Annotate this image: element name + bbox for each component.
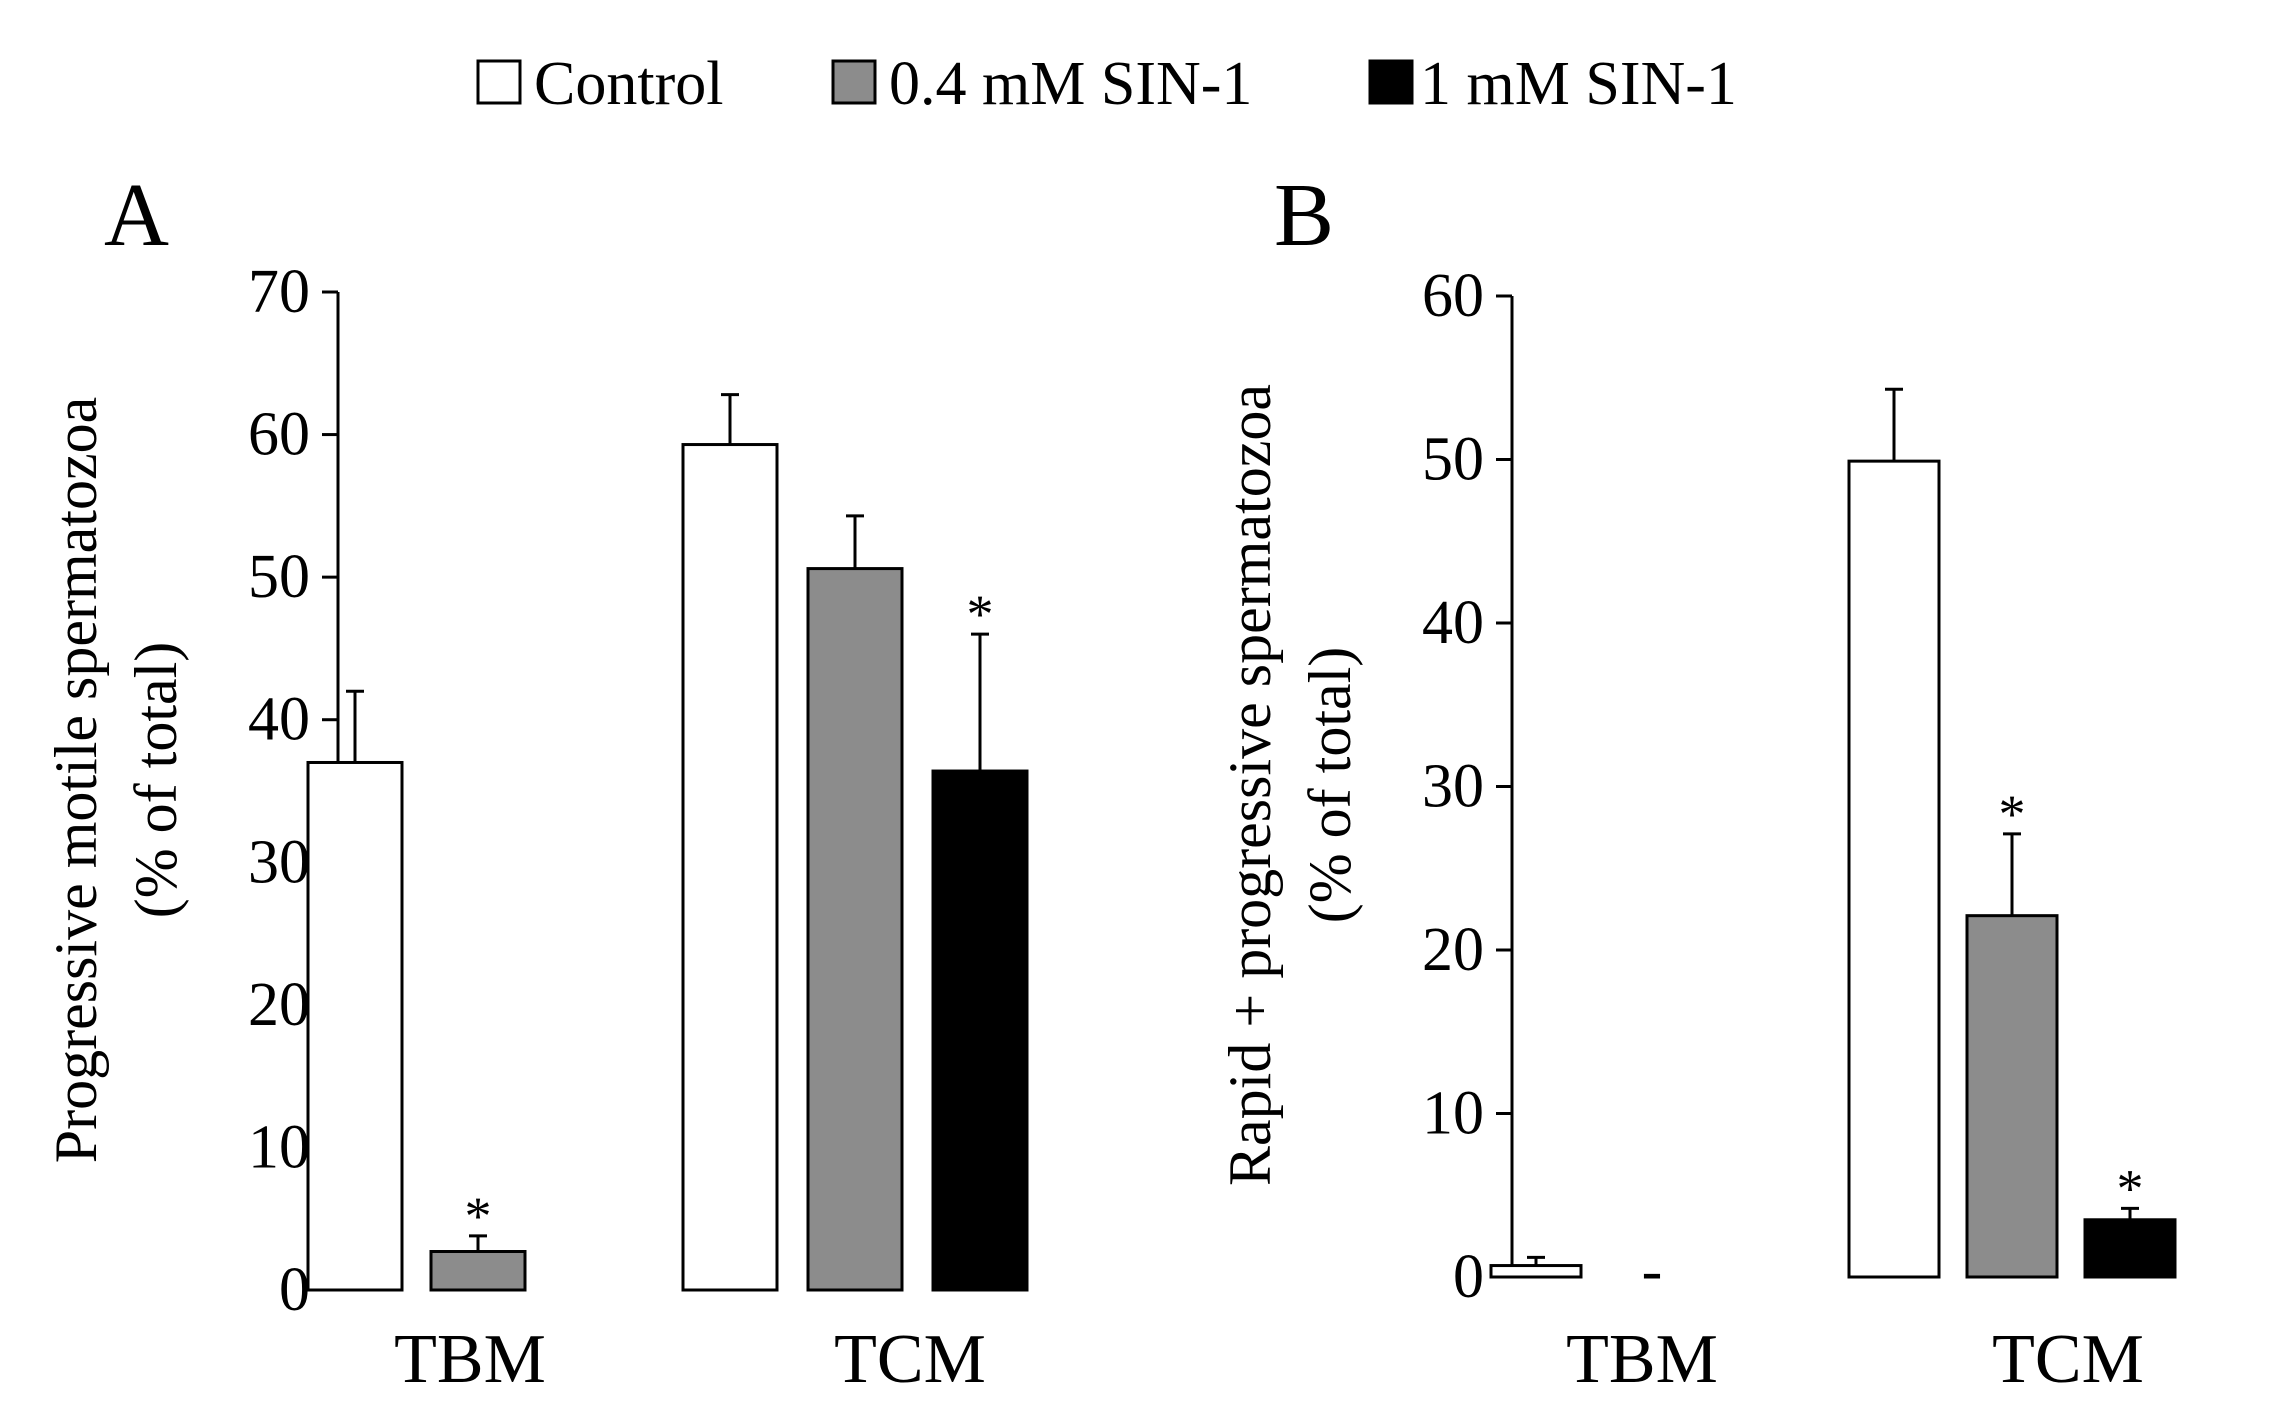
panel-a-y-axis-subtitle: (% of total) — [123, 642, 189, 919]
panel-b-bar-tcm-s2 — [2083, 1218, 2177, 1279]
panel-b-y-axis-subtitle: (% of total) — [1297, 647, 1363, 924]
panel-a-y-tick-label: 10 — [248, 1113, 310, 1181]
panel-a-category-label-tbm: TBM — [394, 1321, 546, 1398]
panel-b-significance-marker: * — [1999, 784, 2026, 844]
panel-letter-a: A — [104, 166, 169, 265]
panel-a-significance-marker: * — [465, 1186, 492, 1246]
panel-b-category-label-tbm: TBM — [1566, 1321, 1718, 1398]
panel-a-bar-tcm-s0 — [681, 443, 779, 1292]
panel-b-bar-tcm-s0 — [1847, 459, 1941, 1279]
legend-swatch-1mm — [1368, 59, 1414, 105]
panel-a-y-tick-label: 50 — [248, 543, 310, 611]
panel-b-bar-tcm-s1 — [1965, 914, 2059, 1279]
panel-b-category-label-tcm: TCM — [1992, 1321, 2144, 1398]
panel-b-significance-marker: * — [2117, 1158, 2144, 1218]
panel-a-y-tick-label: 0 — [279, 1256, 310, 1324]
legend-label-control: Control — [534, 50, 723, 118]
panel-a-bar-tbm-s0 — [306, 760, 404, 1292]
panel-b-y-tick-label: 60 — [1422, 262, 1484, 330]
panel-b-y-axis-title: Rapid + progressive spermatozoa — [1217, 384, 1283, 1186]
panel-a-y-tick-label: 60 — [248, 401, 310, 469]
panel-a-significance-marker: * — [967, 584, 994, 644]
panel-a-y-tick-label: 70 — [248, 258, 310, 326]
panel-letter-b: B — [1274, 166, 1334, 265]
panel-b-zero-marker: - — [1642, 1237, 1663, 1305]
legend: Control 0.4 mM SIN-1 1 mM SIN-1 — [476, 50, 1737, 118]
panel-a-y-tick-label: 40 — [248, 686, 310, 754]
panel-a: A Progressive motile spermatozoa (% of t… — [43, 166, 1029, 1398]
panel-b-y-tick-label: 50 — [1422, 426, 1484, 494]
panel-a-bar-tbm-s1 — [429, 1250, 527, 1292]
panel-a-bar-tcm-s1 — [806, 567, 904, 1292]
legend-swatch-0-4mm — [831, 59, 877, 105]
legend-label-1mm: 1 mM SIN-1 — [1420, 50, 1737, 118]
panel-b-y-tick-label: 30 — [1422, 753, 1484, 821]
legend-label-0-4mm: 0.4 mM SIN-1 — [889, 50, 1252, 118]
panel-a-y-tick-label: 20 — [248, 971, 310, 1039]
panel-a-bar-tcm-s2 — [931, 769, 1029, 1292]
legend-swatch-control — [476, 59, 522, 105]
panel-b-y-tick-label: 40 — [1422, 589, 1484, 657]
panel-b-y-tick-label: 20 — [1422, 916, 1484, 984]
panel-a-category-label-tcm: TCM — [834, 1321, 986, 1398]
panel-a-y-tick-label: 30 — [248, 828, 310, 896]
panel-b-bar-tbm-s0 — [1489, 1264, 1583, 1279]
panel-b-y-tick-label: 0 — [1453, 1243, 1484, 1311]
panel-a-y-axis-title: Progressive motile spermatozoa — [43, 397, 109, 1163]
panel-b: B Rapid + progressive spermatozoa (% of … — [1217, 166, 2177, 1398]
panel-b-y-tick-label: 10 — [1422, 1080, 1484, 1148]
